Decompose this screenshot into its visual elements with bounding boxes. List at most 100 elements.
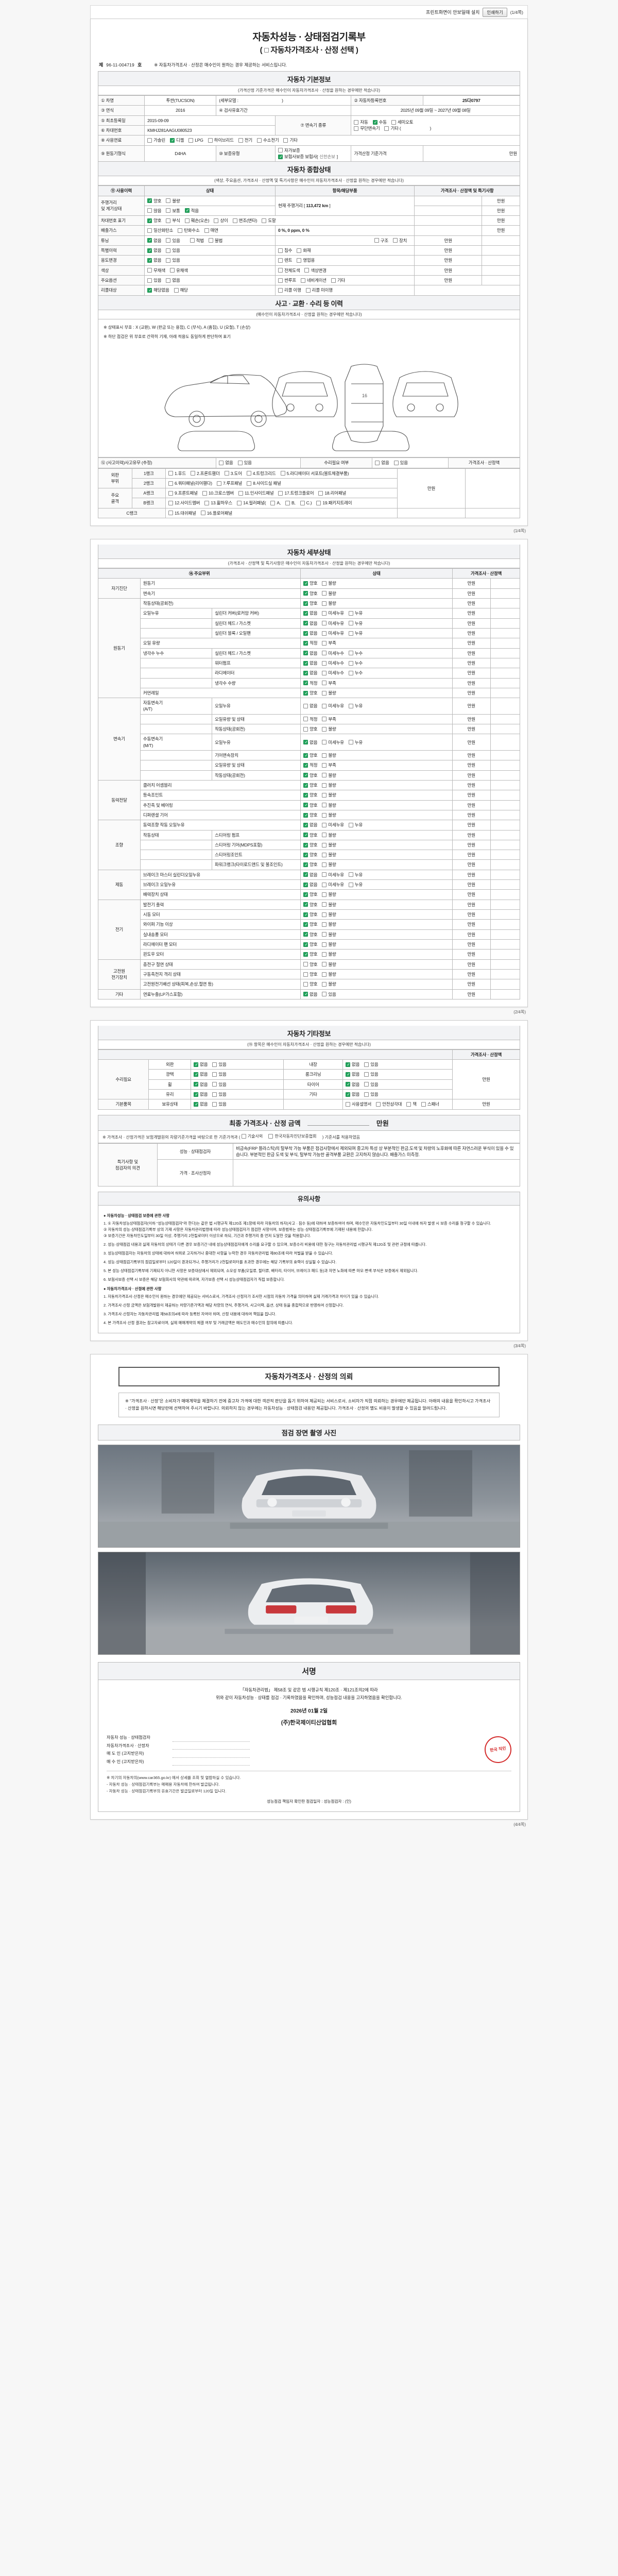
detail-opt-적정-0[interactable]: 적정	[303, 680, 318, 686]
part-pillar-a[interactable]: A,	[270, 500, 281, 506]
option-sunroof[interactable]: 썬루프	[278, 277, 296, 283]
detail-opt-불량-1[interactable]: 불량	[322, 981, 336, 987]
detail-opt-양호-0[interactable]: 양호	[303, 961, 318, 968]
detail-opt-양호-0[interactable]: 양호	[303, 861, 318, 868]
vin-altered[interactable]: 변조(변타)	[232, 217, 258, 224]
detail-note-cell[interactable]	[490, 648, 521, 658]
mileage-price-2[interactable]	[414, 205, 483, 216]
detail-note-cell[interactable]	[490, 979, 521, 990]
fuel-option-hydrogen[interactable]: 수소전기	[256, 137, 279, 143]
part-inside-panel[interactable]: 11.인사이드패널	[238, 490, 274, 496]
detail-opt-미세누유-1[interactable]: 미세누유	[322, 739, 344, 745]
detail-opt-양호-0[interactable]: 양호	[303, 726, 318, 732]
emission-co[interactable]: 일산화탄소	[147, 227, 173, 233]
etc-opt2-있음-1[interactable]: 있음	[364, 1071, 379, 1077]
detail-opt-누유-2[interactable]: 누유	[348, 822, 363, 828]
etc-opt2-사용설명서-0[interactable]: 사용설명서	[345, 1101, 371, 1107]
detail-opt-불량-1[interactable]: 불량	[322, 690, 336, 696]
part-pillar-b[interactable]: B,	[285, 500, 296, 506]
special-yes[interactable]: 있음	[166, 247, 180, 253]
part-trunk-floor[interactable]: 17.트렁크플로어	[278, 490, 314, 496]
price-survey-checkbox[interactable]	[264, 48, 269, 53]
options-none[interactable]: 없음	[166, 277, 180, 283]
options-yes[interactable]: 있음	[147, 277, 162, 283]
mileage-price-1[interactable]	[414, 195, 483, 206]
detail-note-cell[interactable]	[490, 638, 521, 649]
detail-note-cell[interactable]	[490, 829, 521, 840]
detail-opt-미세누유-1[interactable]: 미세누유	[322, 630, 344, 636]
part-rear-panel[interactable]: 18.리어패널	[318, 490, 346, 496]
accident-none[interactable]: 없음	[219, 460, 233, 466]
detail-opt-누유-2[interactable]: 누유	[348, 630, 363, 636]
part-side-member[interactable]: 12.사이드멤버	[168, 500, 200, 506]
detail-opt-누수-2[interactable]: 누수	[348, 660, 363, 666]
detail-opt-양호-0[interactable]: 양호	[303, 782, 318, 788]
detail-price-cell[interactable]: 만원	[452, 779, 491, 791]
detail-opt-없음-0[interactable]: 없음	[303, 670, 318, 676]
print-button[interactable]: 인쇄하기	[483, 7, 507, 17]
detail-note-cell[interactable]	[490, 929, 521, 940]
detail-opt-미세누수-1[interactable]: 미세누수	[322, 660, 344, 666]
part-hood[interactable]: 1.후드	[168, 470, 186, 477]
etc-opt-있음-1[interactable]: 있음	[212, 1071, 227, 1077]
detail-opt-부족-1[interactable]: 부족	[322, 762, 336, 768]
recall-not-done[interactable]: 리콜 미이행	[305, 287, 333, 293]
detail-price-cell[interactable]: 만원	[452, 760, 491, 771]
detail-price-cell[interactable]: 만원	[452, 618, 491, 629]
part-front-panel[interactable]: 9.프론트패널	[168, 490, 198, 496]
detail-note-cell[interactable]	[490, 588, 521, 599]
color-full-paint[interactable]: 전체도색	[278, 267, 300, 274]
rankC-price[interactable]	[397, 507, 466, 519]
tuning-none[interactable]: 없음	[147, 238, 162, 244]
fuel-option-electric[interactable]: 전기	[238, 137, 252, 143]
detail-opt-양호-0[interactable]: 양호	[303, 842, 318, 848]
detail-note-cell[interactable]	[490, 790, 521, 801]
detail-opt-불량-1[interactable]: 불량	[322, 726, 336, 732]
detail-note-cell[interactable]	[490, 734, 521, 751]
detail-opt-있음-1[interactable]: 있음	[322, 991, 336, 997]
detail-opt-누유-2[interactable]: 누유	[348, 620, 363, 626]
detail-opt-없음-0[interactable]: 없음	[303, 703, 318, 709]
detail-opt-불량-1[interactable]: 불량	[322, 782, 336, 788]
detail-note-cell[interactable]	[490, 889, 521, 900]
detail-opt-불량-1[interactable]: 불량	[322, 842, 336, 848]
detail-opt-없음-0[interactable]: 없음	[303, 660, 318, 666]
etc-opt-없음-0[interactable]: 없음	[194, 1101, 208, 1107]
detail-price-cell[interactable]: 만원	[452, 899, 491, 910]
basis-option-2[interactable]: 한국자동차진단보증협회	[268, 1133, 316, 1139]
tuning-yes[interactable]: 있음	[166, 238, 180, 244]
detail-opt-양호-0[interactable]: 양호	[303, 690, 318, 696]
detail-price-cell[interactable]: 만원	[452, 668, 491, 679]
detail-opt-불량-1[interactable]: 불량	[322, 580, 336, 586]
detail-opt-없음-0[interactable]: 없음	[303, 882, 318, 888]
fuel-option-hybrid[interactable]: 하이브리드	[208, 137, 234, 143]
transmission-option-auto[interactable]: 자동	[354, 119, 368, 125]
etc-opt2-있음-1[interactable]: 있음	[364, 1091, 379, 1097]
detail-price-cell[interactable]: 만원	[452, 829, 491, 840]
mileage-good[interactable]: 양호	[147, 198, 162, 204]
vin-erased[interactable]: 도말	[262, 217, 276, 224]
etc-opt-있음-1[interactable]: 있음	[212, 1101, 227, 1107]
mileage-many[interactable]: 많음	[147, 208, 162, 214]
final-price-amount[interactable]	[307, 1125, 370, 1126]
etc-opt2-없음-0[interactable]: 없음	[345, 1081, 359, 1088]
detail-opt-적정-0[interactable]: 적정	[303, 640, 318, 646]
detail-opt-적정-0[interactable]: 적정	[303, 762, 318, 768]
detail-opt-미세누유-1[interactable]: 미세누유	[322, 620, 344, 626]
detail-price-cell[interactable]: 만원	[452, 959, 491, 970]
detail-note-cell[interactable]	[490, 698, 521, 715]
repair-yes[interactable]: 있음	[393, 460, 408, 466]
detail-opt-부족-1[interactable]: 부족	[322, 640, 336, 646]
fuel-option-lpg[interactable]: LPG	[188, 137, 203, 143]
detail-opt-양호-0[interactable]: 양호	[303, 580, 318, 586]
etc-opt-있음-1[interactable]: 있음	[212, 1091, 227, 1097]
detail-opt-불량-1[interactable]: 불량	[322, 852, 336, 858]
signature-value[interactable]	[173, 1750, 250, 1758]
etc-opt-있음-1[interactable]: 있음	[212, 1061, 227, 1067]
detail-price-cell[interactable]: 만원	[452, 687, 491, 699]
detail-opt-미세누유-1[interactable]: 미세누유	[322, 872, 344, 878]
detail-opt-불량-1[interactable]: 불량	[322, 921, 336, 927]
recall-applicable[interactable]: 해당	[174, 287, 188, 293]
part-radiator-support[interactable]: 5.라디에이터 서포트(볼트체결부품)	[280, 470, 349, 477]
detail-opt-양호-0[interactable]: 양호	[303, 921, 318, 927]
